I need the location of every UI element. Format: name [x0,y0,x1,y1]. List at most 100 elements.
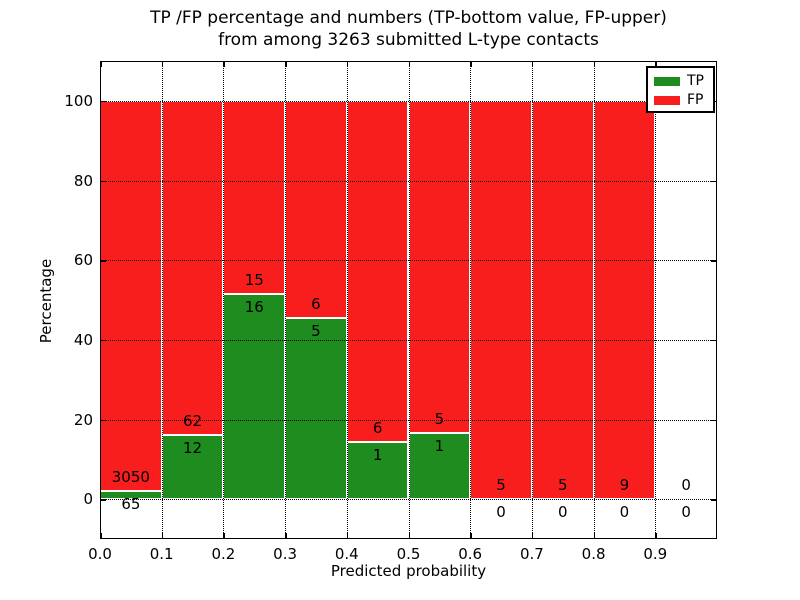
x-tick-bottom [408,533,410,539]
x-gridline [285,61,287,539]
y-tick-left [100,260,106,262]
x-tick-label: 0.2 [211,545,236,563]
x-gridline [223,61,225,539]
x-gridline [408,61,410,539]
x-gridline [655,61,657,539]
x-tick-label: 0.9 [643,545,668,563]
fp-count-label: 5 [557,476,568,495]
fp-count-label: 3050 [111,467,150,486]
x-tick-label: 0.5 [396,545,421,563]
fp-bar [593,100,656,500]
tp-color-swatch [654,77,680,86]
legend-row-tp: TP [648,72,713,91]
x-tick-top [161,61,164,67]
y-tick-label: 40 [73,330,93,349]
tp-bar [285,318,347,500]
x-tick-bottom [655,533,657,539]
fp-bar [285,100,347,319]
y-tick-left [100,100,106,103]
x-axis-label: Predicted probability [330,562,487,580]
x-tick-bottom [285,533,287,539]
fp-count-label: 62 [183,411,203,430]
fp-bar [531,100,594,500]
x-gridline [531,61,533,539]
tp-bar [223,293,286,500]
x-tick-label: 0.6 [458,545,483,563]
x-tick-bottom [531,533,534,539]
y-tick-left [100,339,106,342]
tp-bar [161,434,224,500]
tp-count-label: 5 [311,322,321,341]
tp-count-label: 0 [557,503,568,522]
y-tick-right [711,419,717,421]
y-tick-left [100,499,106,501]
tp-count-label: 0 [496,503,506,522]
x-tick-bottom [100,533,102,539]
y-tick-right [711,499,717,501]
y-tick-right [711,339,717,342]
fp-bar [470,100,532,500]
x-tick-top [346,61,349,67]
fp-bar [408,100,471,433]
chart-title-line2: from among 3263 submitted L-type contact… [218,30,599,50]
fp-count-label: 5 [434,409,445,428]
x-tick-label: 0.1 [149,545,174,563]
x-tick-top [531,61,534,67]
plot-area: 3050 65 62 12 15 16 6 5 6 1 5 1 5 0 5 0 9 0 0 0 0 20 40 60 80 100… [64,61,717,563]
chart-title: TP /FP percentage and numbers (TP-bottom… [100,7,717,51]
fp-count-label: 6 [372,419,383,438]
y-tick-label: 60 [73,251,93,270]
y-axis-label: Percentage [37,258,55,344]
x-tick-top [470,61,472,67]
x-gridline [346,61,348,539]
x-tick-top [223,61,225,67]
y-tick-label: 0 [83,490,93,509]
x-tick-bottom [470,533,472,539]
fp-color-swatch [654,96,680,105]
x-tick-top [655,61,657,67]
tp-count-label: 0 [681,503,691,522]
x-tick-bottom [161,533,164,539]
x-gridline [161,61,163,539]
chart-title-line1: TP /FP percentage and numbers (TP-bottom… [150,8,667,28]
legend-label-fp: FP [687,92,704,108]
tp-count-label: 16 [244,297,264,316]
x-tick-top [285,61,287,67]
y-tick-right [711,260,717,262]
fp-count-label: 15 [244,270,264,289]
y-tick-left [100,419,106,421]
fp-bar [161,100,224,435]
x-tick-label: 0.0 [88,545,112,563]
y-tick-right [711,180,717,182]
y-tick-label: 20 [73,410,93,429]
tp-count-label: 1 [434,436,445,455]
fp-count-label: 6 [311,295,321,314]
x-tick-label: 0.3 [273,545,298,563]
x-tick-top [100,61,102,67]
x-tick-bottom [223,533,225,539]
fp-count-label: 0 [681,476,691,495]
legend: TP FP [646,66,715,113]
x-gridline [470,61,472,539]
tp-count-label: 65 [121,494,141,513]
x-tick-bottom [346,533,349,539]
tp-count-label: 12 [183,438,203,457]
fp-count-label: 5 [496,476,506,495]
legend-row-fp: FP [648,91,713,110]
x-tick-top [593,61,596,67]
tp-count-label: 1 [372,446,383,465]
x-tick-top [408,61,410,67]
fp-bar [346,100,409,443]
y-tick-label: 80 [73,171,93,190]
tp-count-label: 0 [619,503,630,522]
x-gridline [593,61,595,539]
x-tick-label: 0.7 [519,545,544,563]
fp-bar [223,100,286,294]
x-tick-label: 0.8 [581,545,606,563]
y-tick-label: 100 [64,91,93,110]
fp-bar [100,100,162,491]
legend-label-tp: TP [687,73,704,89]
x-tick-label: 0.4 [334,545,359,563]
fp-count-label: 9 [619,476,630,495]
